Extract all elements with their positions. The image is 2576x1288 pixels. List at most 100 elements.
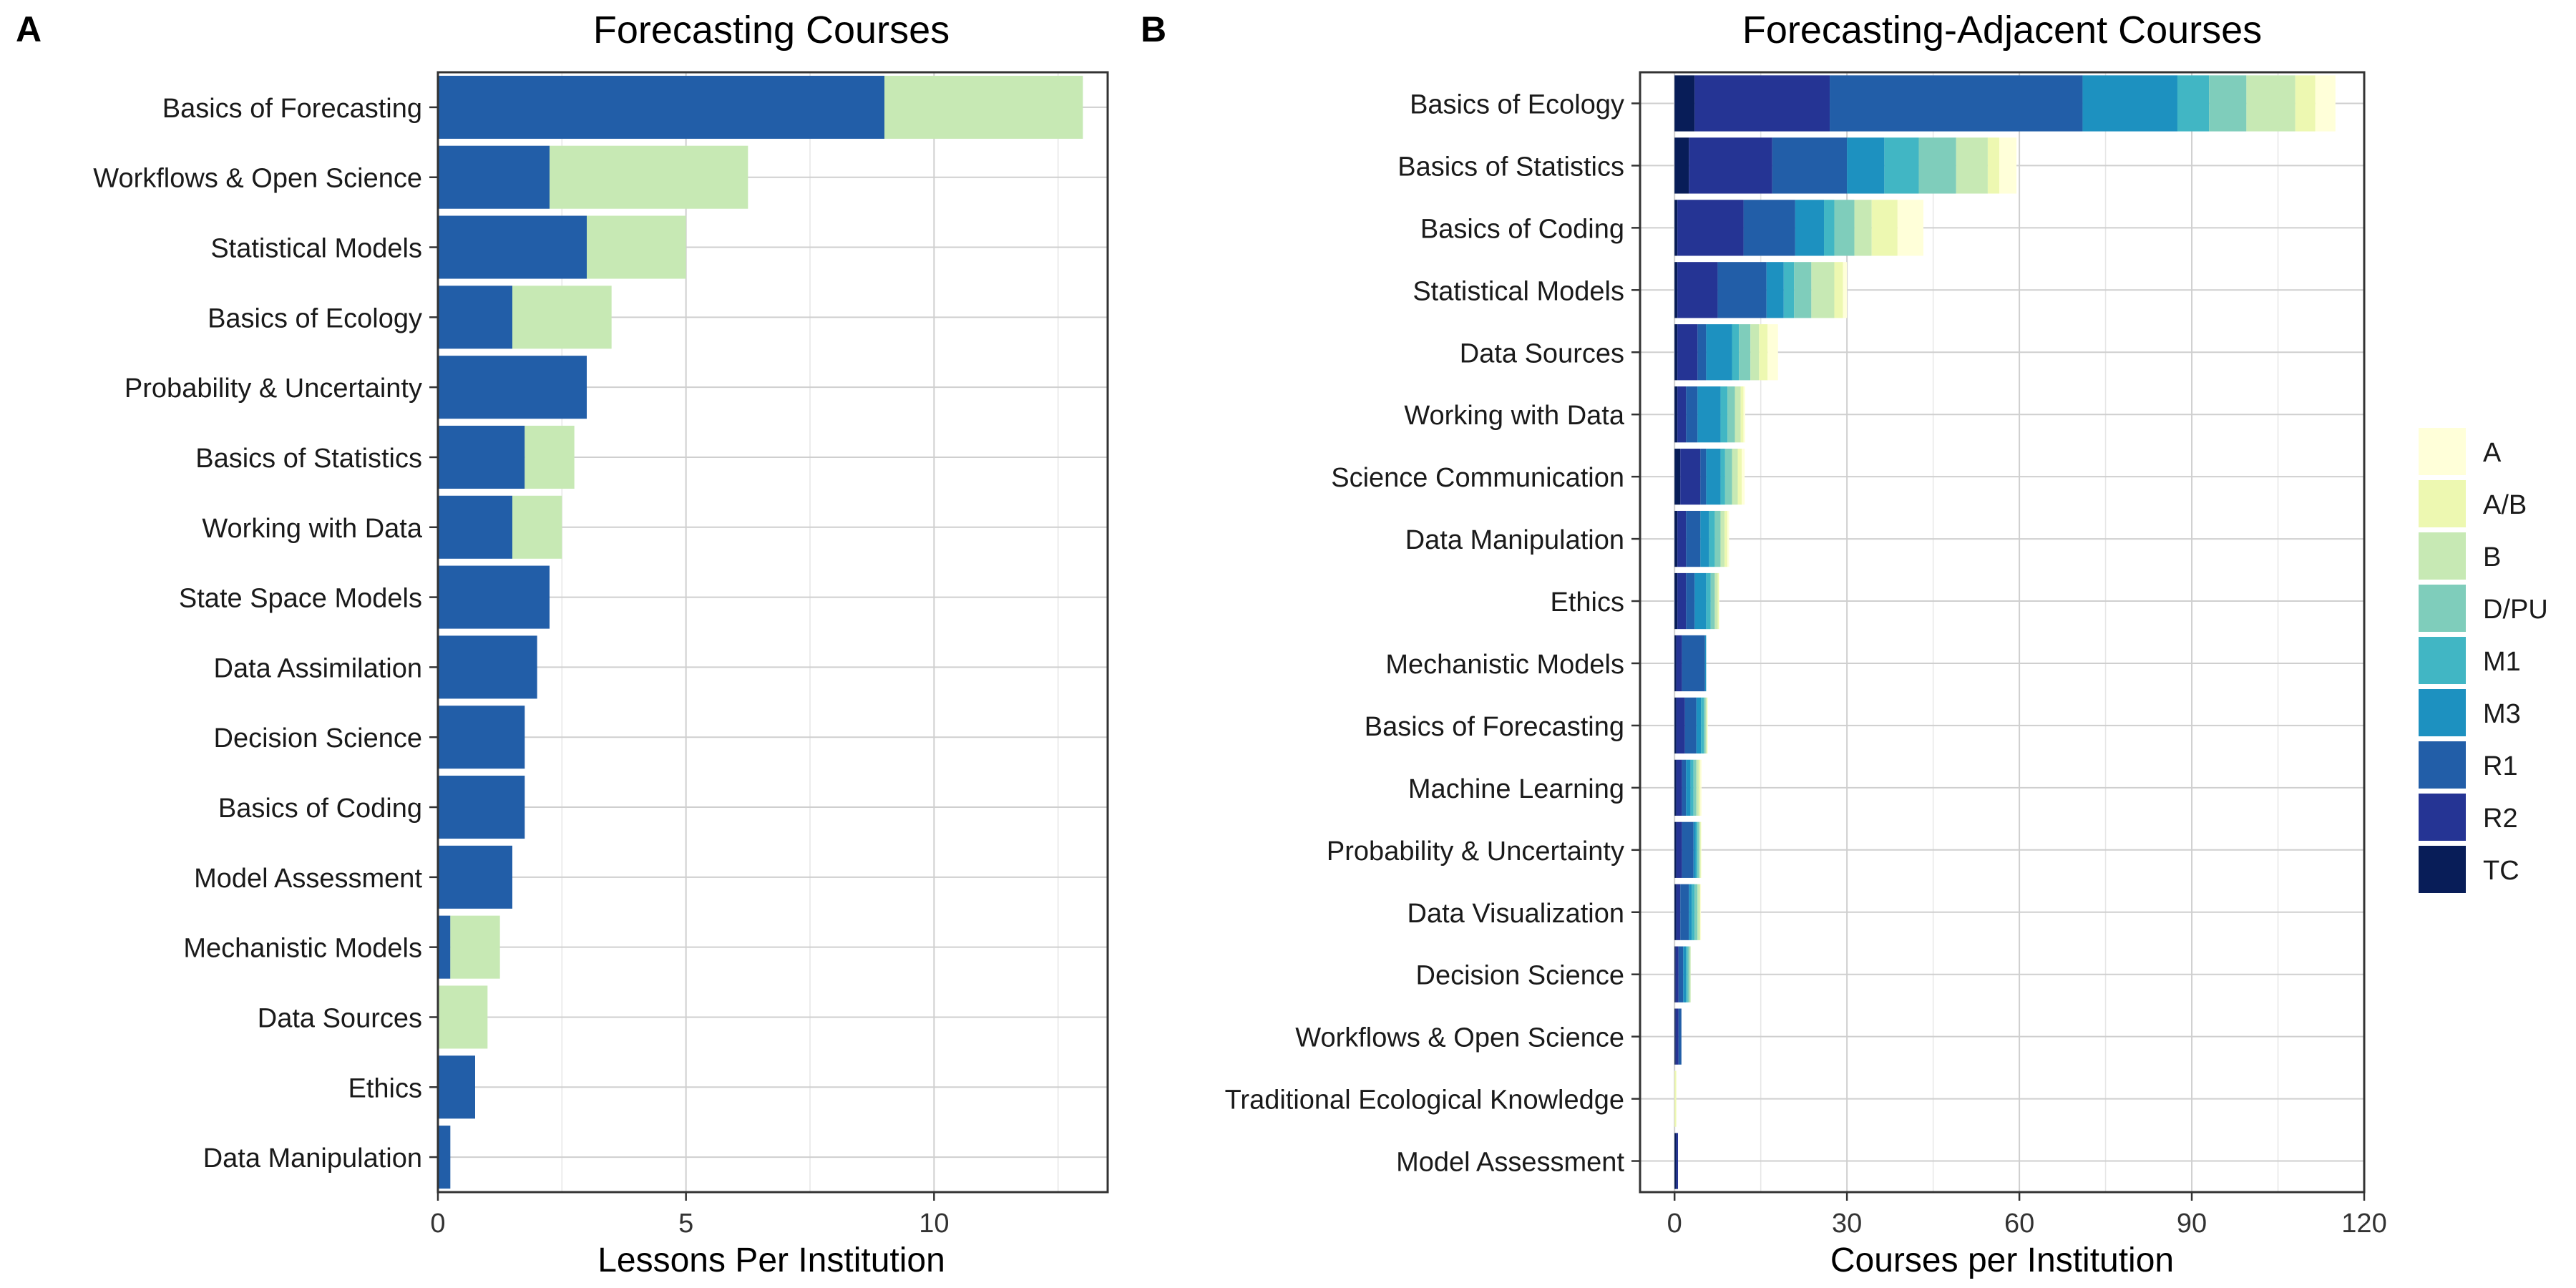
category-label-b-basics-of-forecasting: Basics of Forecasting	[1365, 712, 1624, 742]
bar-b-data-sources-tc	[1674, 324, 1678, 381]
bar-a-basics-of-ecology-b	[512, 286, 612, 349]
bar-b-basics-of-ecology-a	[2315, 75, 2336, 132]
bar-b-data-manipulation-a	[1727, 510, 1729, 567]
bar-b-ethics-r2	[1677, 572, 1687, 630]
bar-a-state-space-models-r1	[438, 565, 550, 629]
bar-b-working-with-data-r2	[1677, 386, 1687, 443]
bar-b-ethics-r1	[1686, 572, 1695, 630]
bar-b-statistical-models-r2	[1677, 262, 1718, 318]
bar-b-mechanistic-models-r2	[1676, 635, 1682, 692]
category-label-a-decision-science: Decision Science	[214, 723, 422, 753]
bar-b-data-sources-d-pu	[1739, 324, 1751, 381]
x-tick-label-b-60: 60	[2004, 1209, 2034, 1239]
bar-b-data-visualization-a-b	[1699, 884, 1701, 940]
bar-b-basics-of-forecasting-tc	[1674, 697, 1677, 754]
bar-b-basics-of-forecasting-b	[1705, 697, 1707, 754]
bar-b-science-communication-r1	[1700, 449, 1707, 505]
bar-b-science-communication-d-pu	[1724, 449, 1732, 505]
bar-b-machine-learning-d-pu	[1693, 759, 1697, 816]
bar-a-basics-of-ecology-r1	[438, 286, 512, 349]
bar-b-probability-uncertainty-tc	[1674, 821, 1677, 878]
bar-b-data-manipulation-a-b	[1724, 510, 1728, 567]
legend-swatch-a-b	[2419, 480, 2466, 527]
bar-b-basics-of-statistics-tc	[1674, 137, 1689, 194]
category-label-b-working-with-data: Working with Data	[1404, 401, 1625, 431]
x-tick-label-b-120: 120	[2341, 1209, 2386, 1239]
bar-b-basics-of-forecasting-m1	[1701, 697, 1704, 754]
category-label-a-basics-of-forecasting: Basics of Forecasting	[162, 94, 422, 124]
legend-swatch-r2	[2419, 794, 2466, 841]
bar-a-working-with-data-r1	[438, 495, 512, 559]
bar-b-basics-of-coding-a-b	[1871, 200, 1898, 256]
bar-b-basics-of-statistics-m3	[1847, 137, 1885, 194]
bar-b-data-visualization-r2	[1676, 884, 1681, 940]
bar-b-basics-of-forecasting-r2	[1676, 697, 1685, 754]
category-label-a-data-sources: Data Sources	[258, 1003, 422, 1033]
bar-b-machine-learning-r1	[1682, 759, 1687, 816]
bar-b-basics-of-coding-m1	[1824, 200, 1835, 256]
bar-a-basics-of-statistics-b	[525, 425, 575, 489]
bar-b-machine-learning-r2	[1676, 759, 1682, 816]
bar-b-basics-of-ecology-r2	[1694, 75, 1830, 132]
category-label-b-machine-learning: Machine Learning	[1408, 774, 1624, 804]
bar-b-ethics-m1	[1706, 572, 1711, 630]
bar-b-working-with-data-a	[1743, 386, 1745, 443]
bar-b-science-communication-a-b	[1737, 449, 1742, 505]
x-tick-label-a-0: 0	[430, 1209, 445, 1239]
x-tick-label-b-0: 0	[1667, 1209, 1682, 1239]
category-label-a-data-manipulation: Data Manipulation	[203, 1143, 422, 1174]
bar-b-data-visualization-tc	[1674, 884, 1677, 940]
bar-b-basics-of-ecology-a-b	[2295, 75, 2316, 132]
bar-b-ethics-d-pu	[1710, 572, 1715, 630]
bar-b-basics-of-ecology-r1	[1830, 75, 2083, 132]
panel-a-gridlines	[437, 72, 1108, 1192]
x-tick-label-a-10: 10	[919, 1209, 949, 1239]
category-label-a-mechanistic-models: Mechanistic Models	[183, 934, 422, 964]
bar-b-decision-science-d-pu	[1687, 946, 1690, 1002]
bar-b-probability-uncertainty-r1	[1682, 821, 1694, 878]
bar-b-probability-uncertainty-a-b	[1700, 821, 1702, 878]
x-tick-label-a-5: 5	[678, 1209, 693, 1239]
bar-b-data-visualization-a	[1700, 884, 1702, 940]
bar-b-model-assessment-tc	[1674, 1133, 1677, 1189]
category-label-a-ethics: Ethics	[348, 1073, 422, 1103]
category-label-b-traditional-ecological-knowledge: Traditional Ecological Knowledge	[1225, 1085, 1624, 1116]
bar-b-probability-uncertainty-r2	[1676, 821, 1682, 878]
legend-label-r1: R1	[2483, 751, 2518, 781]
panel-a: A Forecasting Courses Basics of Forecast…	[16, 9, 1109, 1279]
bar-b-machine-learning-tc	[1674, 759, 1677, 816]
bar-b-mechanistic-models-m3	[1704, 635, 1707, 692]
bar-b-basics-of-statistics-b	[1956, 137, 1988, 194]
bar-b-science-communication-m1	[1720, 449, 1725, 505]
bar-b-basics-of-coding-m3	[1795, 200, 1825, 256]
bar-b-science-communication-b	[1732, 449, 1738, 505]
legend-swatch-m3	[2419, 689, 2466, 736]
bar-b-working-with-data-m3	[1697, 386, 1721, 443]
bar-b-workflows-open-science-r2	[1675, 1008, 1679, 1065]
legend-label-m1: M1	[2483, 647, 2521, 677]
bar-b-working-with-data-d-pu	[1727, 386, 1735, 443]
legend-label-a-b: A/B	[2483, 490, 2527, 520]
category-label-b-mechanistic-models: Mechanistic Models	[1385, 650, 1624, 680]
category-label-b-data-manipulation: Data Manipulation	[1405, 525, 1624, 555]
bar-a-mechanistic-models-b	[450, 915, 500, 979]
category-label-b-science-communication: Science Communication	[1331, 463, 1624, 493]
legend: A A/B B D/PU M1 M3 R1 R2 TC	[2419, 428, 2548, 893]
category-label-b-basics-of-coding: Basics of Coding	[1420, 214, 1624, 244]
bar-b-data-visualization-b	[1697, 884, 1700, 940]
bar-a-probability-uncertainty-r1	[438, 356, 587, 419]
bar-b-basics-of-ecology-m3	[2082, 75, 2177, 132]
bar-b-working-with-data-r1	[1686, 386, 1698, 443]
bar-b-workflows-open-science-tc	[1674, 1008, 1676, 1065]
bar-b-science-communication-a	[1742, 449, 1745, 505]
bar-a-data-sources-b	[438, 985, 488, 1049]
bar-b-probability-uncertainty-a	[1701, 821, 1702, 878]
bar-b-machine-learning-m3	[1686, 759, 1691, 816]
bar-b-science-communication-r2	[1680, 449, 1701, 505]
bar-b-data-visualization-d-pu	[1694, 884, 1698, 940]
bar-b-basics-of-forecasting-a	[1707, 697, 1708, 754]
bar-b-traditional-ecological-knowledge-a-b	[1674, 1070, 1677, 1127]
bar-b-basics-of-coding-r2	[1677, 200, 1744, 256]
bar-b-basics-of-statistics-d-pu	[1918, 137, 1956, 194]
bar-b-data-sources-r1	[1697, 324, 1707, 381]
